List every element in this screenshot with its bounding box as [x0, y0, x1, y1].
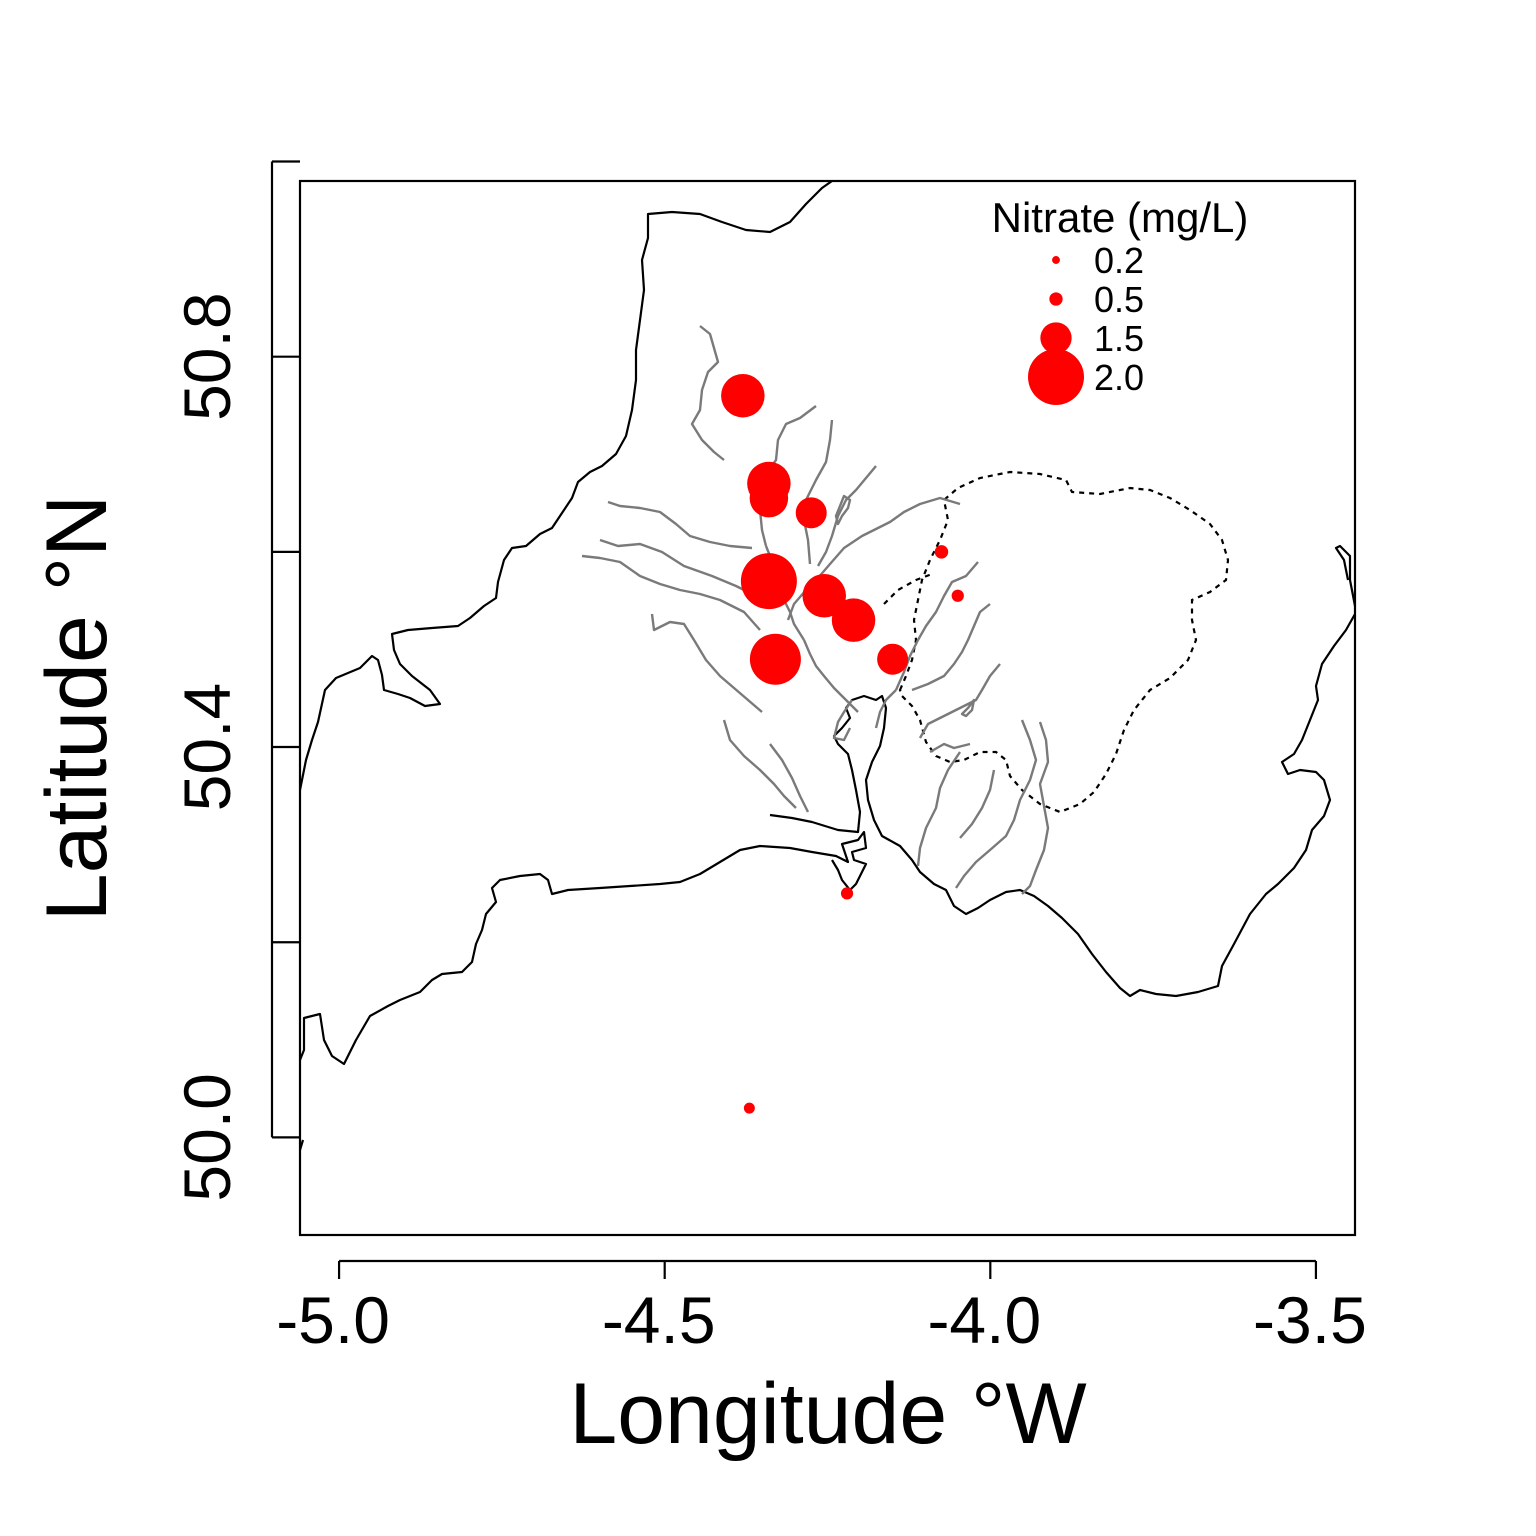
legend-marker	[1052, 256, 1060, 264]
site-marker	[740, 553, 797, 610]
site-marker	[743, 1102, 755, 1114]
y-tick-label: 50.8	[170, 292, 244, 420]
y-axis: 50.0 50.4 50.8	[170, 160, 300, 1202]
site-marker	[749, 633, 801, 685]
legend-label: 2.0	[1094, 357, 1144, 398]
coastline-south	[300, 830, 868, 1066]
x-tick-label: -4.0	[927, 1283, 1041, 1357]
plot-frame	[298, 179, 1357, 1237]
legend-marker	[1040, 322, 1072, 354]
coastline-east	[1334, 544, 1355, 607]
y-tick-label: 50.4	[170, 683, 244, 811]
site-marker	[831, 598, 876, 642]
legend-marker	[1049, 292, 1063, 306]
site-marker	[877, 643, 909, 675]
site-marker	[795, 497, 827, 529]
legend-label: 1.5	[1094, 318, 1144, 359]
legend-marker	[1028, 349, 1084, 405]
site-marker	[840, 887, 854, 900]
y-tick-label: 50.0	[170, 1073, 244, 1201]
sampling-sites	[721, 373, 964, 1114]
y-axis-title: Latitude °N	[29, 495, 125, 921]
site-marker	[721, 373, 765, 418]
x-axis: -5.0 -4.5 -4.0 -3.5	[276, 1259, 1367, 1357]
site-marker	[749, 478, 789, 518]
legend-entries: 0.20.51.52.0	[1028, 240, 1144, 405]
site-marker	[951, 589, 964, 602]
legend: Nitrate (mg/L) 0.20.51.52.0	[992, 194, 1249, 405]
catchment-boundary	[898, 470, 1230, 814]
x-tick-label: -5.0	[276, 1283, 390, 1357]
legend-label: 0.2	[1094, 240, 1144, 281]
x-tick-label: -4.5	[602, 1283, 716, 1357]
x-axis-title: Longitude °W	[569, 1366, 1086, 1462]
legend-title: Nitrate (mg/L)	[992, 194, 1249, 241]
catchment-boundary-inner	[883, 572, 933, 605]
map-layers	[300, 181, 1355, 1151]
legend-label: 0.5	[1094, 279, 1144, 320]
coastline-estuary	[769, 613, 1355, 998]
site-marker	[802, 574, 846, 618]
x-tick-label: -3.5	[1253, 1283, 1367, 1357]
site-marker	[934, 545, 949, 559]
coastline-north	[300, 181, 833, 791]
